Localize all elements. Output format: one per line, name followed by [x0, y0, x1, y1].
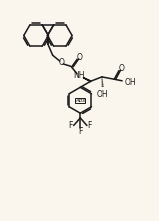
- Text: OH: OH: [124, 78, 136, 87]
- Text: O: O: [77, 53, 83, 62]
- Text: NH: NH: [74, 71, 85, 80]
- Polygon shape: [83, 78, 91, 82]
- FancyBboxPatch shape: [75, 97, 86, 103]
- Text: O: O: [119, 65, 124, 74]
- Text: Abs: Abs: [75, 98, 85, 103]
- Text: F: F: [78, 127, 83, 136]
- Text: O: O: [58, 58, 64, 67]
- Text: OH: OH: [97, 90, 108, 99]
- Text: F: F: [88, 121, 92, 130]
- Text: F: F: [69, 121, 73, 130]
